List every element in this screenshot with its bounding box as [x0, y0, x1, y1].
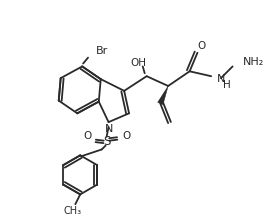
Text: H: H [223, 80, 231, 90]
Text: N: N [217, 74, 225, 84]
Text: CH₃: CH₃ [63, 206, 82, 216]
Text: OH: OH [131, 57, 147, 68]
Text: Br: Br [96, 46, 108, 56]
Text: N: N [105, 124, 114, 134]
Text: NH₂: NH₂ [242, 57, 264, 67]
Text: O: O [122, 131, 130, 141]
Text: O: O [83, 131, 91, 141]
Text: O: O [197, 41, 205, 51]
Text: S: S [103, 135, 110, 148]
Polygon shape [158, 86, 168, 105]
